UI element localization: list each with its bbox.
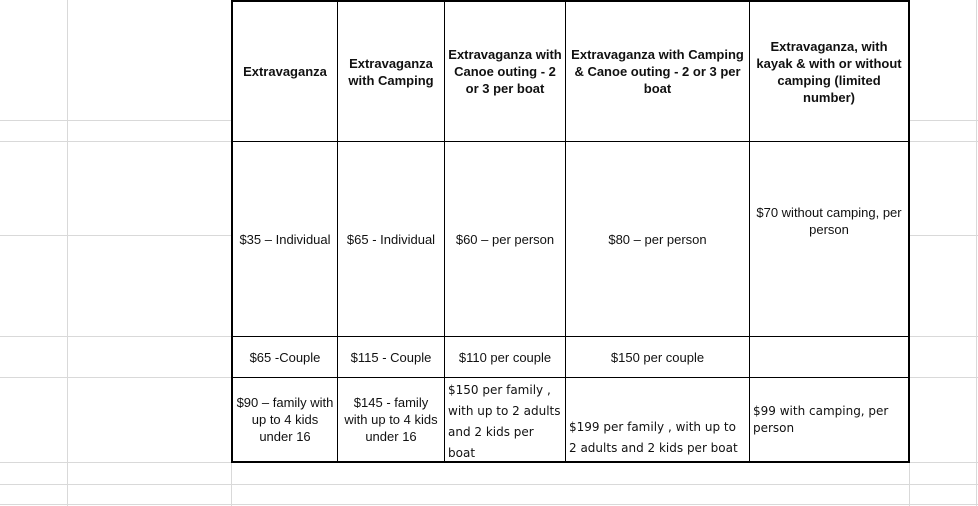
cell-text: $150 per couple <box>610 349 705 365</box>
cell-text: $60 – per person <box>455 231 555 247</box>
cell-text: $150 per family , with up to 2 adults an… <box>448 383 561 460</box>
header-cell: Extravaganza <box>231 0 338 142</box>
table-cell: $150 per couple <box>565 336 750 378</box>
cell-text: Extravaganza with Camping & Canoe outing… <box>571 47 744 96</box>
cell-text: Extravaganza <box>243 64 327 79</box>
table-cell: $80 – per person <box>565 141 750 337</box>
grid-line <box>0 484 978 485</box>
header-cell: Extravaganza, with kayak & with or witho… <box>749 0 910 142</box>
cell-text: Extravaganza, with kayak & with or witho… <box>756 38 902 105</box>
table-cell: $145 - family with up to 4 kids under 16 <box>337 377 445 463</box>
table-cell: $99 with camping, per person <box>749 377 910 463</box>
table-cell: $65 -Couple <box>231 336 338 378</box>
grid-line <box>67 0 68 506</box>
cell-text: $99 with camping, per person <box>753 403 889 435</box>
table-cell: $60 – per person <box>444 141 566 337</box>
table-cell: $35 – Individual <box>231 141 338 337</box>
cell-text: $145 - family with up to 4 kids under 16 <box>344 395 438 444</box>
grid-line <box>0 504 978 505</box>
header-cell: Extravaganza with Camping & Canoe outing… <box>565 0 750 142</box>
table-cell <box>749 336 910 378</box>
cell-text: $80 – per person <box>608 231 707 247</box>
table-cell: $150 per family , with up to 2 adults an… <box>444 377 566 463</box>
cell-text: Extravaganza with Canoe outing - 2 or 3 … <box>448 47 562 96</box>
cell-text: $65 -Couple <box>249 349 321 365</box>
cell-text: $65 - Individual <box>346 231 436 247</box>
table-cell: $65 - Individual <box>337 141 445 337</box>
cell-text: Extravaganza with Camping <box>348 55 434 88</box>
cell-text: $90 – family with up to 4 kids under 16 <box>236 395 334 444</box>
cell-text: $199 per family , with up to 2 adults an… <box>569 420 738 455</box>
table-cell: $115 - Couple <box>337 336 445 378</box>
table-cell: $199 per family , with up to 2 adults an… <box>565 377 750 463</box>
cell-text: $115 - Couple <box>350 349 432 365</box>
table-cell: $90 – family with up to 4 kids under 16 <box>231 377 338 463</box>
grid-line <box>976 0 977 506</box>
header-cell: Extravaganza with Camping <box>337 0 445 142</box>
cell-text: $35 – Individual <box>239 231 331 247</box>
table-cell: $70 without camping, per person <box>749 141 910 337</box>
cell-text: $70 without camping, per person <box>756 205 902 237</box>
table-cell: $110 per couple <box>444 336 566 378</box>
cell-text: $110 per couple <box>458 349 552 365</box>
header-cell: Extravaganza with Canoe outing - 2 or 3 … <box>444 0 566 142</box>
